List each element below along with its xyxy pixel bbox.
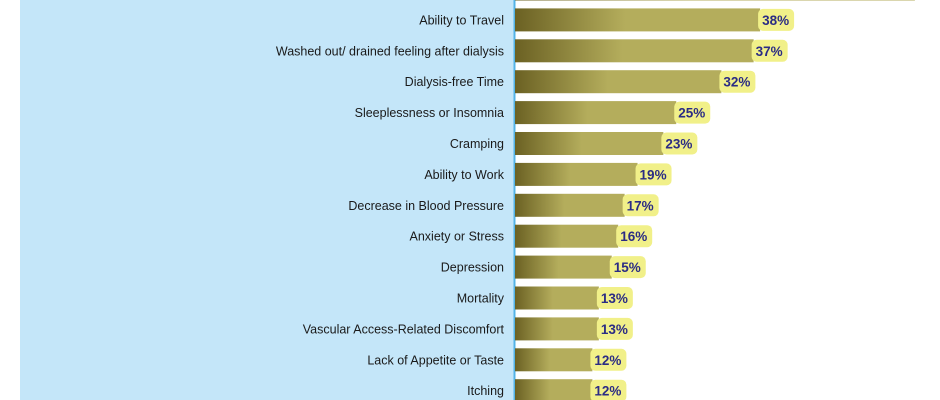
bar <box>515 317 599 341</box>
category-label: Mortality <box>457 292 505 306</box>
value-label: 13% <box>601 291 628 306</box>
value-badge <box>616 225 653 248</box>
value-label: 16% <box>620 229 647 244</box>
category-label: Vascular Access-Related Discomfort <box>303 322 505 336</box>
category-label: Depression <box>441 261 504 275</box>
value-badge <box>596 287 633 309</box>
value-label: 32% <box>723 75 750 90</box>
category-label: Washed out/ drained feeling after dialys… <box>276 44 504 58</box>
value-label: 13% <box>601 322 628 337</box>
bar <box>515 348 593 372</box>
category-label: Ability to Travel <box>419 13 504 27</box>
value-badge <box>596 317 633 340</box>
bar <box>515 224 619 248</box>
value-badge <box>590 348 627 371</box>
value-badge <box>622 194 659 217</box>
bar <box>515 39 754 63</box>
value-badge <box>719 70 756 93</box>
bar <box>515 193 625 217</box>
value-label: 25% <box>678 106 705 121</box>
value-badge <box>674 101 711 124</box>
value-label: 12% <box>594 353 621 368</box>
category-label: Decrease in Blood Pressure <box>348 199 504 213</box>
value-label: 15% <box>614 260 641 275</box>
category-label: Anxiety or Stress <box>410 230 504 244</box>
value-badge <box>609 256 646 279</box>
bar <box>515 0 915 1</box>
value-label: 19% <box>640 167 667 182</box>
bar <box>515 101 677 125</box>
value-label: 23% <box>665 137 692 152</box>
bar <box>515 132 664 155</box>
value-badge <box>635 163 672 186</box>
category-label: Itching <box>467 384 504 398</box>
label-panel <box>20 0 514 400</box>
category-label: Cramping <box>450 137 504 151</box>
category-label: Ability to Work <box>424 168 504 182</box>
value-label: 38% <box>762 13 789 28</box>
bar <box>515 286 599 310</box>
value-label: 37% <box>756 44 783 59</box>
value-badge <box>590 379 627 400</box>
category-label: Sleeplessness or Insomnia <box>355 106 504 120</box>
bar <box>515 162 638 186</box>
bar-rows: Ability to Travel 38% Washed out/ drained … <box>276 0 915 400</box>
value-badge <box>661 132 698 155</box>
bar <box>515 379 593 400</box>
value-badge <box>758 8 795 31</box>
category-label: Lack of Appetite or Taste <box>367 353 504 367</box>
value-label: 17% <box>627 198 654 213</box>
value-badge <box>751 39 788 62</box>
category-label: Dialysis-free Time <box>405 75 504 89</box>
bar <box>515 8 761 32</box>
value-label: 12% <box>594 384 621 399</box>
bar <box>515 255 612 279</box>
bar <box>515 70 722 94</box>
